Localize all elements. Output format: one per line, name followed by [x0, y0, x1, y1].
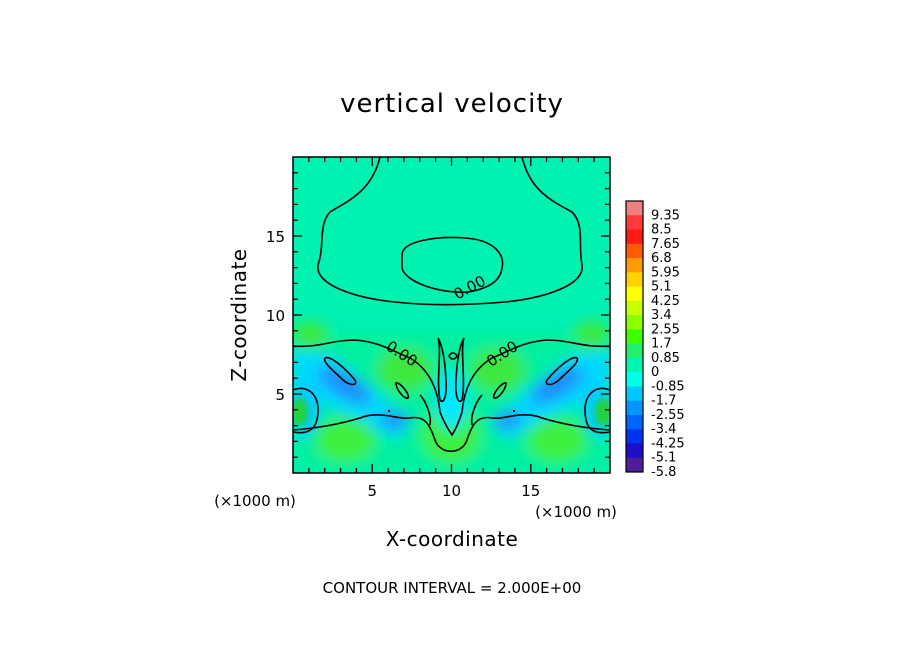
- colorbar-label: 8.5: [651, 223, 672, 238]
- colorbar-label: 9.35: [651, 208, 680, 223]
- colorbar-swatch: [626, 229, 643, 245]
- chart-title: vertical velocity: [340, 89, 564, 119]
- colorbar-swatch: [626, 457, 643, 473]
- colorbar-label: -5.1: [651, 451, 676, 466]
- colorbar: [625, 200, 644, 473]
- colorbar-label: 0.85: [651, 351, 680, 366]
- colorbar-label: -5.8: [651, 465, 676, 480]
- contour-markers: [388, 410, 515, 412]
- x-axis-label: X-coordinate: [386, 527, 519, 551]
- colorbar-swatch: [626, 386, 643, 401]
- colorbar-swatch: [626, 414, 643, 430]
- colorbar-labels: 9.358.57.656.85.955.14.253.42.551.70.850…: [651, 208, 685, 480]
- colorbar-swatch: [626, 429, 643, 444]
- heatmap-field: [293, 157, 610, 473]
- y-axis-label: Z-coordinate: [227, 248, 251, 381]
- colorbar-swatch: [626, 357, 643, 373]
- colorbar-swatch: [626, 329, 643, 344]
- y-tick-label: 15: [266, 228, 285, 246]
- colorbar-swatch: [626, 258, 643, 273]
- colorbar-swatch: [626, 286, 643, 302]
- colorbar-swatch: [626, 372, 643, 387]
- colorbar-label: -3.4: [651, 422, 676, 437]
- colorbar-label: -1.7: [651, 394, 676, 409]
- y-tick-label: 10: [266, 307, 285, 325]
- colorbar-frame: [625, 200, 644, 473]
- colorbar-label: 3.4: [651, 308, 672, 323]
- x-tick-label: 15: [521, 482, 540, 500]
- x-tick-label: 10: [442, 482, 461, 500]
- colorbar-label: 7.65: [651, 237, 680, 252]
- colorbar-swatch: [626, 400, 643, 416]
- colorbar-swatch: [626, 300, 643, 316]
- colorbar-label: 5.1: [651, 280, 672, 295]
- y-tick-labels: 5 10 15: [266, 228, 285, 404]
- x-unit-label: (×1000 m): [535, 503, 617, 521]
- colorbar-label: 2.55: [651, 322, 680, 337]
- x-tick-label: 5: [367, 482, 377, 500]
- colorbar-swatch: [626, 272, 643, 287]
- axis-ticks: [293, 157, 610, 473]
- colorbar-swatch: [626, 343, 643, 359]
- colorbar-label: -2.55: [651, 408, 685, 423]
- contour-lines: [293, 157, 610, 453]
- colorbar-label: 0: [651, 365, 659, 380]
- colorbar-swatch: [626, 215, 643, 230]
- y-unit-label: (×1000 m): [214, 492, 296, 510]
- colorbar-label: 6.8: [651, 251, 672, 266]
- x-tick-labels: 5 10 15: [367, 482, 540, 500]
- colorbar-swatch: [626, 243, 643, 259]
- colorbar-label: 5.95: [651, 265, 680, 280]
- colorbar-label: 4.25: [651, 294, 680, 309]
- colorbar-label: -0.85: [651, 379, 685, 394]
- colorbar-label: 1.7: [651, 337, 672, 352]
- colorbar-swatch: [626, 315, 643, 330]
- contour-interval-note: CONTOUR INTERVAL = 2.000E+00: [323, 579, 582, 597]
- y-tick-label: 5: [275, 386, 285, 404]
- colorbar-swatch: [626, 443, 643, 459]
- colorbar-swatch: [626, 201, 643, 216]
- colorbar-label: -4.25: [651, 436, 685, 451]
